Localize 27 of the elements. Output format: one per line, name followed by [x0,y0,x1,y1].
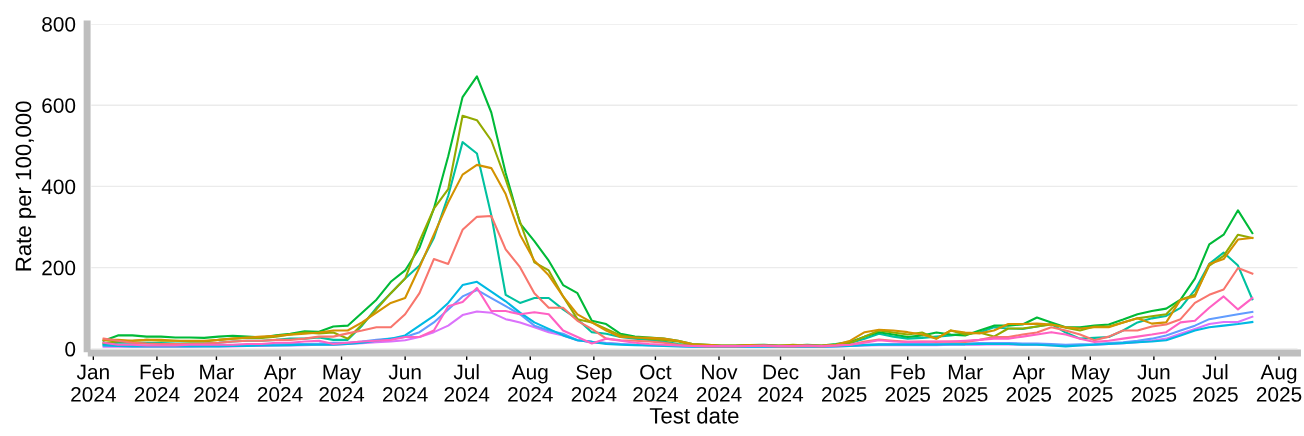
x-tick-label: Jan 2024 [71,364,116,402]
x-tick-label: Apr 2025 [1006,364,1052,402]
x-tick-label: Mar 2025 [943,364,988,402]
x-tick-label: Aug 2024 [508,364,553,402]
x-tick-label: Nov 2024 [696,364,742,402]
x-tick-label: Jun 2025 [1131,364,1177,402]
x-tick-label: Jan 2025 [822,364,867,402]
y-tick-label: 400 [41,179,76,195]
x-tick-label: Jun 2024 [383,364,428,402]
x-tick-label: Feb 2025 [885,364,931,402]
x-tick-label: Jul 2024 [444,364,490,402]
x-tick-label: Sep 2024 [571,364,617,402]
x-tick-label: Dec 2024 [758,364,804,402]
x-tick-label: Aug 2025 [1256,364,1302,402]
y-tick-label: 200 [42,260,76,276]
y-tick-label: 800 [42,16,76,32]
x-axis-title: Test date [649,407,739,424]
x-tick-label: May 2024 [319,364,365,402]
x-tick-label: May 2025 [1068,364,1113,402]
x-tick-label: Jul 2025 [1193,364,1238,402]
y-tick-label: 600 [42,98,76,113]
x-tick-label: Apr 2024 [257,364,303,402]
y-tick-label: 0 [65,341,76,357]
x-tick-label: Mar 2024 [194,364,239,402]
x-tick-label: Oct 2024 [633,364,678,402]
y-axis-title: Rate per 100,000 [15,101,36,271]
x-tick-label: Feb 2024 [134,364,180,402]
